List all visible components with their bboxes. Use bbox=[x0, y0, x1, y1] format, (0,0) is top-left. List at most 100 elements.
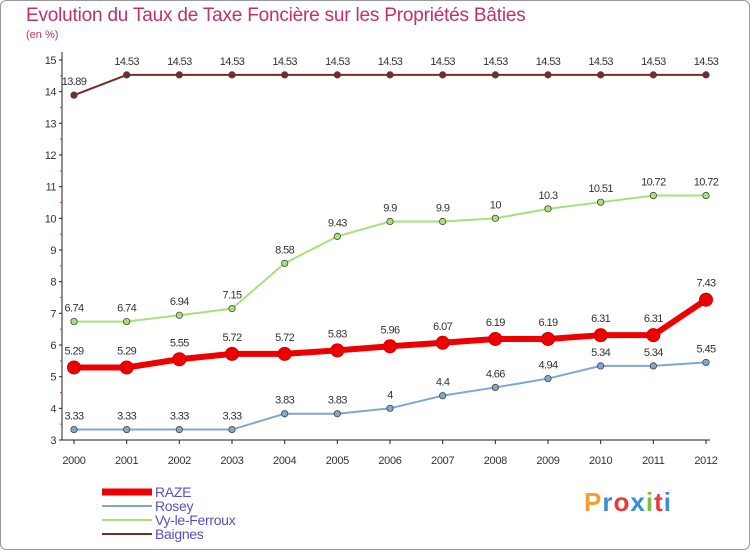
data-label: 5.96 bbox=[380, 324, 399, 336]
x-tick-label: 2002 bbox=[168, 455, 191, 467]
data-point bbox=[435, 335, 450, 350]
data-point bbox=[228, 71, 236, 79]
data-label: 3.33 bbox=[64, 411, 83, 423]
y-tick-label: 11 bbox=[46, 182, 57, 194]
data-point bbox=[386, 404, 394, 412]
x-tick-label: 2003 bbox=[220, 455, 243, 467]
proxiti-logo: Proxiti bbox=[584, 487, 672, 517]
data-point bbox=[541, 331, 555, 346]
x-tick-label: 2001 bbox=[115, 455, 138, 467]
data-point bbox=[119, 360, 134, 375]
data-point bbox=[544, 205, 552, 213]
data-point bbox=[228, 425, 236, 434]
data-label: 10.3 bbox=[538, 190, 557, 202]
legend-label: Baignes bbox=[155, 526, 204, 542]
data-label: 6.19 bbox=[486, 317, 505, 329]
data-point bbox=[597, 198, 605, 206]
x-tick-label: 2004 bbox=[273, 455, 296, 467]
data-point bbox=[175, 311, 183, 319]
data-label: 6.94 bbox=[170, 296, 189, 308]
data-label: 10.51 bbox=[588, 183, 613, 195]
data-label: 5.34 bbox=[591, 347, 610, 359]
chart-title: Evolution du Taux de Taxe Foncière sur l… bbox=[26, 5, 526, 26]
data-label: 5.55 bbox=[170, 337, 189, 349]
data-point bbox=[175, 71, 183, 79]
data-point bbox=[228, 304, 236, 313]
data-point bbox=[439, 217, 447, 226]
data-label: 14.53 bbox=[114, 56, 139, 68]
x-tick-label: 2006 bbox=[378, 455, 401, 467]
data-point bbox=[123, 71, 131, 79]
chart-subtitle: (en %) bbox=[26, 29, 59, 41]
data-label: 14.53 bbox=[536, 56, 561, 68]
data-point bbox=[544, 71, 552, 79]
data-point bbox=[649, 362, 657, 370]
data-point bbox=[281, 259, 289, 267]
data-point bbox=[123, 317, 131, 326]
data-point bbox=[649, 71, 657, 79]
legend-label: Vy-le-Ferroux bbox=[155, 512, 236, 528]
data-label: 4.66 bbox=[486, 368, 505, 380]
data-label: 8.58 bbox=[275, 244, 294, 256]
data-point bbox=[172, 352, 187, 367]
data-label: 14.53 bbox=[220, 56, 245, 68]
data-point bbox=[646, 328, 661, 343]
data-label: 14.53 bbox=[430, 56, 455, 68]
data-point bbox=[702, 358, 710, 367]
data-point bbox=[225, 346, 239, 361]
data-point bbox=[281, 71, 289, 79]
data-point bbox=[593, 328, 608, 343]
x-tick-label: 2007 bbox=[431, 455, 454, 467]
data-label: 10.72 bbox=[641, 177, 666, 189]
data-label: 5.45 bbox=[696, 343, 715, 355]
y-tick-label: 6 bbox=[50, 340, 56, 352]
data-point bbox=[491, 214, 499, 222]
data-label: 14.53 bbox=[378, 56, 403, 68]
x-tick-label: 2010 bbox=[589, 455, 612, 467]
data-label: 14.53 bbox=[167, 56, 192, 68]
data-label: 10.72 bbox=[694, 177, 719, 189]
data-point bbox=[333, 71, 341, 79]
data-point bbox=[123, 425, 131, 434]
data-point bbox=[439, 392, 447, 400]
data-point bbox=[702, 191, 710, 200]
data-point bbox=[70, 425, 78, 434]
data-label: 14.53 bbox=[588, 56, 613, 68]
data-point bbox=[175, 425, 183, 434]
data-label: 6.19 bbox=[538, 317, 557, 329]
data-label: 6.31 bbox=[591, 313, 610, 325]
x-tick-label: 2012 bbox=[694, 455, 717, 467]
y-tick-label: 8 bbox=[50, 277, 56, 289]
data-point bbox=[597, 71, 605, 79]
data-label: 7.43 bbox=[696, 278, 715, 290]
data-label: 6.74 bbox=[64, 303, 83, 315]
data-label: 5.72 bbox=[275, 332, 294, 344]
y-tick-label: 7 bbox=[50, 308, 56, 320]
y-tick-label: 15 bbox=[45, 55, 57, 67]
x-tick-label: 2008 bbox=[484, 455, 507, 467]
data-label: 14.53 bbox=[641, 56, 666, 68]
data-point bbox=[649, 191, 657, 200]
data-point bbox=[491, 383, 499, 392]
data-label: 3.33 bbox=[170, 411, 189, 423]
x-tick-label: 2009 bbox=[536, 455, 559, 467]
data-label: 9.9 bbox=[383, 203, 397, 215]
data-label: 7.15 bbox=[222, 290, 241, 302]
data-label: 3.33 bbox=[222, 411, 241, 423]
y-tick-label: 3 bbox=[50, 435, 56, 447]
data-point bbox=[699, 292, 713, 307]
y-tick-label: 9 bbox=[50, 245, 56, 257]
data-label: 3.83 bbox=[275, 395, 294, 407]
data-label: 6.07 bbox=[433, 321, 452, 333]
y-tick-label: 10 bbox=[45, 213, 57, 225]
data-label: 14.53 bbox=[272, 56, 297, 68]
data-label: 3.83 bbox=[328, 395, 347, 407]
data-label: 14.53 bbox=[325, 56, 350, 68]
x-tick-label: 2011 bbox=[642, 455, 665, 467]
data-point bbox=[333, 232, 341, 240]
data-label: 6.31 bbox=[644, 313, 663, 325]
x-tick-label: 2000 bbox=[62, 455, 85, 467]
data-label: 6.74 bbox=[117, 303, 136, 315]
